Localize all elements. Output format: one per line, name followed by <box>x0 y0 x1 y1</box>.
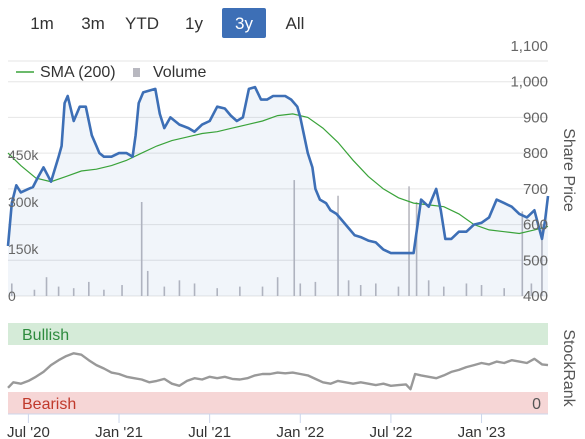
stockrank-line <box>7 352 549 391</box>
price-panel: SMA (200) Volume 1,100 1,000 900 800 700 600 5… <box>6 38 577 305</box>
volume-bar <box>337 195 339 296</box>
sma-legend-label: SMA (200) <box>40 64 116 81</box>
volume-bar <box>521 211 524 296</box>
volume-bar <box>276 277 279 296</box>
volume-bar <box>359 285 362 296</box>
volume-bar <box>347 280 350 296</box>
price-tick-label: 1,000 <box>510 74 548 91</box>
range-selector: 1m 3m YTD 1y 3y All <box>22 8 316 38</box>
volume-bars <box>10 180 543 296</box>
volume-bar <box>239 286 241 296</box>
bearish-band <box>8 392 548 414</box>
range-button-3y[interactable]: 3y <box>222 8 266 38</box>
volume-bar <box>178 280 181 296</box>
legend: SMA (200) Volume <box>16 64 206 81</box>
bearish-label: Bearish <box>22 396 76 413</box>
x-tick-label: Jul '22 <box>369 424 412 439</box>
x-tick-label: Jan '21 <box>95 424 143 439</box>
volume-axis-ticks: 450k 300k 150k 0 <box>8 147 39 304</box>
volume-bar <box>480 285 483 296</box>
volume-bar <box>88 281 90 296</box>
range-button-3m[interactable]: 3m <box>72 8 114 38</box>
sma-line <box>7 113 549 235</box>
volume-bar <box>45 277 48 296</box>
volume-bar <box>299 283 302 296</box>
range-button-ytd[interactable]: YTD <box>119 8 165 38</box>
volume-bar <box>163 286 166 296</box>
volume-bar <box>375 283 377 296</box>
volume-bar <box>261 286 264 296</box>
range-button-1m[interactable]: 1m <box>22 8 62 38</box>
price-area-fill <box>8 87 548 296</box>
volume-bar <box>193 283 196 296</box>
volume-bar <box>541 223 543 296</box>
bullish-label: Bullish <box>22 327 69 344</box>
bearish-value: 0 <box>532 396 541 413</box>
volume-bar <box>146 270 149 296</box>
volume-bar <box>121 285 123 296</box>
x-axis: Jul '20 Jan '21 Jul '21 Jan '22 Jul '22 Jan '… <box>7 413 548 439</box>
price-tick-label: 400 <box>523 288 548 305</box>
price-tick-label: 900 <box>523 109 548 126</box>
range-button-all[interactable]: All <box>274 8 316 38</box>
stockrank-axis-title: StockRank <box>560 329 577 407</box>
bullish-band <box>8 323 548 345</box>
price-axis-ticks: 1,100 1,000 900 800 700 600 500 400 <box>510 38 548 305</box>
price-tick-label: 700 <box>523 181 548 198</box>
range-button-label: 1m <box>30 14 54 33</box>
x-tick-label: Jan '23 <box>458 424 506 439</box>
price-tick-label: 500 <box>523 252 548 269</box>
x-tick-label: Jul '21 <box>188 424 231 439</box>
volume-bar <box>33 289 36 296</box>
volume-bar <box>503 288 505 296</box>
volume-bar <box>427 280 430 296</box>
range-button-label: 3y <box>235 14 253 33</box>
price-tick-label: 800 <box>523 145 548 162</box>
volume-bar <box>103 289 105 296</box>
volume-tick-label: 300k <box>8 194 39 210</box>
x-tick-label: Jul '20 <box>7 424 50 439</box>
volume-bar <box>72 288 75 296</box>
volume-tick-label: 0 <box>8 288 16 304</box>
volume-legend-swatch <box>133 68 140 77</box>
range-button-label: 3m <box>81 14 105 33</box>
range-button-1y[interactable]: 1y <box>174 8 214 38</box>
range-button-label: All <box>286 14 305 33</box>
x-tick-label: Jan '22 <box>276 424 324 439</box>
volume-bar <box>140 202 143 296</box>
volume-bar <box>10 283 13 296</box>
range-button-label: 1y <box>185 14 203 33</box>
volume-bar <box>216 288 219 296</box>
price-axis-title: Share Price <box>560 128 577 212</box>
active-button-bg <box>222 8 266 38</box>
price-tick-label: 1,100 <box>510 38 548 55</box>
price-tick-label: 600 <box>523 217 548 234</box>
range-button-label: YTD <box>125 14 159 33</box>
volume-bar <box>415 202 418 296</box>
volume-tick-label: 150k <box>8 241 39 257</box>
volume-tick-label: 450k <box>8 147 39 163</box>
volume-bar <box>57 286 60 296</box>
volume-bar <box>530 283 533 296</box>
volume-bar <box>408 186 410 296</box>
stockrank-panel: Bullish Bearish 0 StockRank <box>7 323 577 414</box>
price-line <box>6 85 550 255</box>
volume-bar <box>465 283 468 296</box>
volume-bar <box>442 286 445 296</box>
volume-legend-label: Volume <box>153 64 206 81</box>
volume-bar <box>293 180 296 296</box>
price-gridlines <box>8 81 548 297</box>
volume-bar <box>314 281 317 296</box>
volume-bar <box>397 286 400 296</box>
